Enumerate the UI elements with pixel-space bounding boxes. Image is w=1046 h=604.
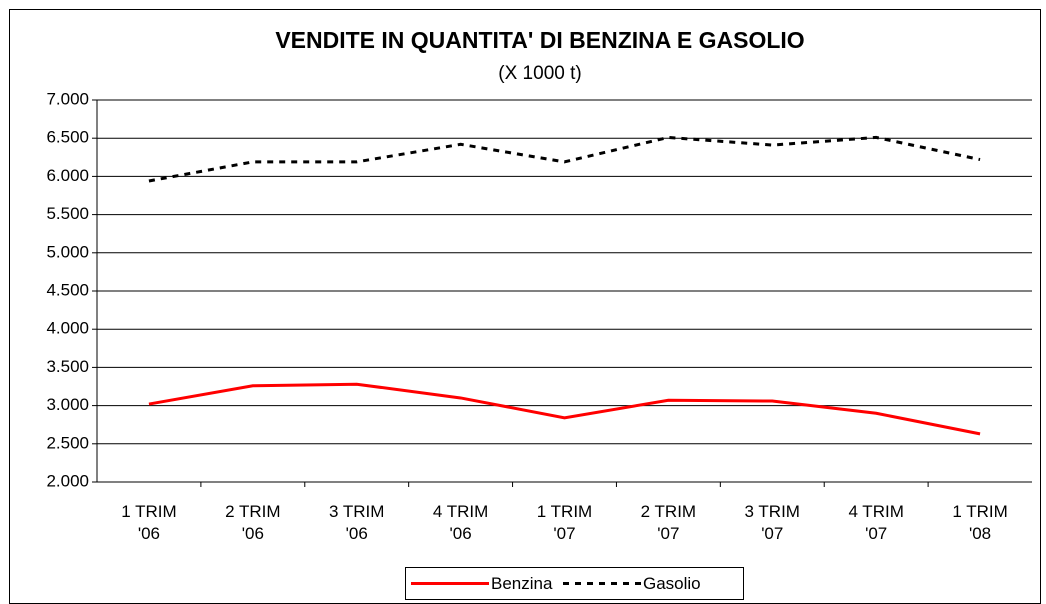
y-tick-label: 6.000 [46, 166, 89, 185]
y-tick-label: 3.000 [46, 395, 89, 414]
x-tick-label: 3 TRIM '06 [329, 502, 385, 543]
y-tick-label: 7.000 [46, 89, 89, 108]
y-tick-label: 5.000 [46, 242, 89, 261]
y-tick-label: 2.000 [46, 471, 89, 490]
y-tick-label: 5.500 [46, 204, 89, 223]
x-tick-label: 1 TRIM '08 [952, 502, 1008, 543]
y-tick-label: 2.500 [46, 433, 89, 452]
x-tick-label: 2 TRIM '07 [640, 502, 697, 543]
series-line [148, 135, 981, 183]
y-tick-label: 4.500 [46, 280, 89, 299]
x-tick-label: 1 TRIM '06 [121, 502, 177, 543]
y-tick-label: 6.500 [46, 128, 89, 147]
series-line [148, 382, 981, 436]
legend-label: Gasolio [643, 574, 701, 593]
y-tick-label: 4.000 [46, 319, 89, 338]
x-tick-label: 2 TRIM '06 [225, 502, 281, 543]
chart-title: VENDITE IN QUANTITA' DI BENZINA E GASOLI… [275, 27, 804, 53]
x-tick-label: 3 TRIM '07 [744, 502, 800, 543]
chart-frame [9, 9, 1041, 604]
x-tick-label: 4 TRIM '07 [848, 502, 904, 543]
y-tick-label: 3.500 [46, 357, 89, 376]
legend-label: Benzina [491, 574, 553, 593]
x-tick-label: 1 TRIM '07 [536, 502, 593, 543]
x-tick-label: 4 TRIM '06 [432, 502, 489, 543]
chart-subtitle: (X 1000 t) [498, 63, 581, 84]
